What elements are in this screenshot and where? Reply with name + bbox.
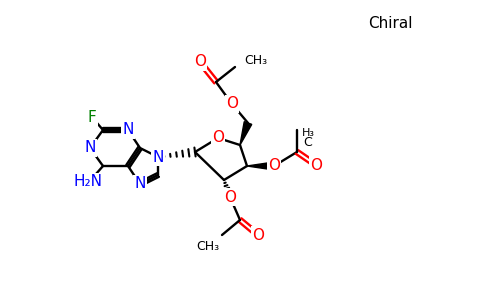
Text: O: O [224, 190, 236, 205]
Text: H₂N: H₂N [74, 175, 103, 190]
Text: C: C [303, 136, 312, 148]
Text: O: O [212, 130, 224, 146]
Text: H₃: H₃ [302, 128, 315, 138]
Text: O: O [194, 55, 206, 70]
Text: O: O [268, 158, 280, 173]
Text: N: N [84, 140, 96, 155]
Text: O: O [226, 97, 238, 112]
Text: N: N [122, 122, 134, 137]
Text: N: N [152, 149, 164, 164]
Polygon shape [247, 162, 274, 170]
Text: O: O [310, 158, 322, 172]
Text: O: O [252, 227, 264, 242]
Text: CH₃: CH₃ [197, 239, 220, 253]
Text: CH₃: CH₃ [244, 53, 267, 67]
Text: N: N [135, 176, 146, 191]
Text: Chiral: Chiral [368, 16, 412, 31]
Polygon shape [240, 122, 252, 145]
Text: F: F [88, 110, 96, 125]
